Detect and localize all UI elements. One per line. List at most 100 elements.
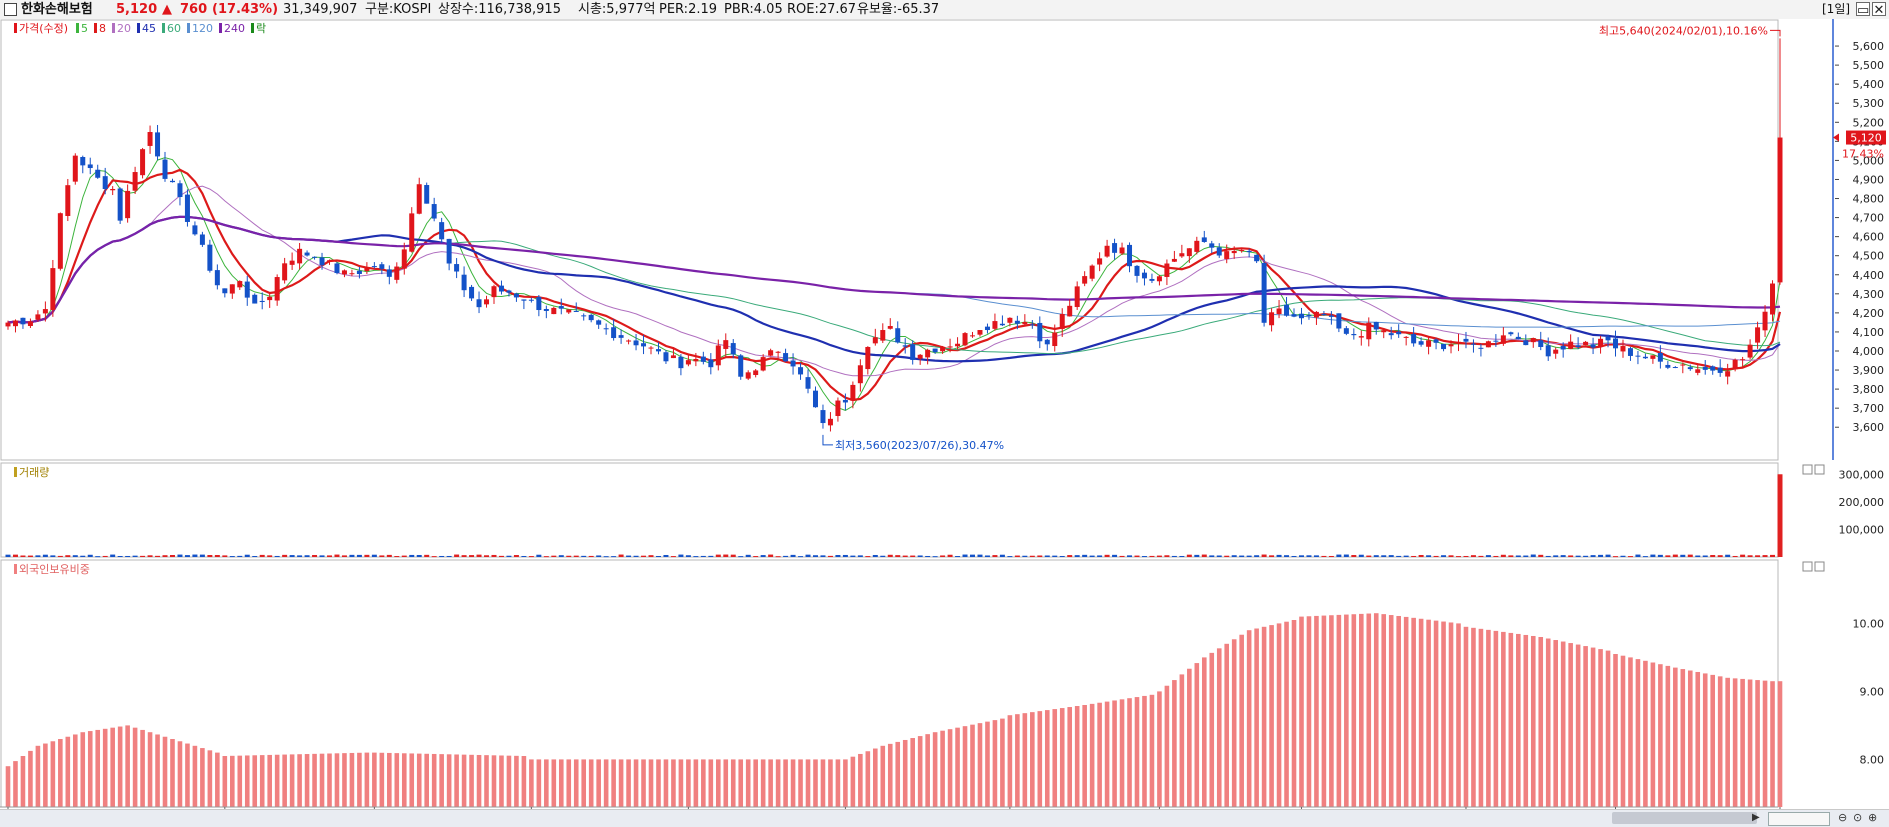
candle-body: [1455, 341, 1461, 344]
foreign-bar: [1740, 678, 1745, 807]
foreign-bar: [327, 753, 332, 807]
candle-body: [1254, 254, 1260, 262]
volume-bar: [827, 555, 833, 557]
foreign-bar: [1762, 680, 1768, 807]
foreign-bar: [1388, 615, 1394, 807]
foreign-bar: [1486, 629, 1491, 807]
foreign-bar: [1059, 708, 1065, 807]
candle-body: [1590, 344, 1596, 348]
foreign-bar: [723, 759, 729, 807]
volume-bar: [72, 555, 78, 557]
zoom-out-icon[interactable]: ⊖: [1838, 811, 1848, 824]
candle-body: [1104, 245, 1110, 257]
zoom-in-icon[interactable]: ⊕: [1868, 811, 1878, 824]
volume-bar: [551, 555, 557, 557]
checkbox-icon[interactable]: [4, 3, 17, 16]
volume-bar: [162, 555, 168, 557]
period-selector[interactable]: [1일]: [1822, 2, 1851, 16]
volume-bar: [1725, 554, 1731, 557]
candle-body: [1485, 341, 1491, 348]
foreign-bar: [1299, 616, 1304, 807]
foreign-bar: [895, 741, 901, 807]
volume-bar: [1635, 554, 1641, 557]
foreign-bar: [222, 756, 228, 807]
foreign-bar: [28, 750, 33, 807]
foreign-bar: [1164, 685, 1170, 807]
foreign-bar: [783, 759, 788, 807]
foreign-bar: [506, 755, 512, 807]
scroll-toolbar: ▶ ⊖ ⊙ ⊕: [0, 809, 1889, 827]
foreign-bar: [1680, 669, 1686, 807]
candle-body: [42, 309, 48, 314]
zoom-slider[interactable]: [1768, 812, 1830, 826]
foreign-bar: [1665, 665, 1671, 807]
foreign-bar: [5, 766, 11, 807]
foreign-bar: [805, 759, 811, 807]
candle-body: [506, 290, 512, 293]
volume-bar: [1732, 555, 1738, 557]
candle-body: [65, 185, 71, 216]
candle-body: [1134, 265, 1140, 276]
foreign-bar: [1433, 620, 1439, 807]
scroll-right-icon[interactable]: ▶: [1752, 812, 1760, 823]
foreign-bar: [1201, 657, 1207, 807]
foreign-bar: [715, 759, 721, 807]
stock-name[interactable]: 한화손해보험: [21, 2, 93, 17]
zoom-reset-icon[interactable]: ⊙: [1853, 811, 1863, 824]
candle-body: [1433, 339, 1439, 343]
foreign-bar: [1695, 671, 1701, 807]
foreign-bar: [469, 754, 474, 807]
chart-canvas[interactable]: 3,600 3,700 3,800 3,900 4,000 4,100 4,200 4,300…: [0, 19, 1889, 810]
volume-bar: [895, 555, 901, 557]
volume-bar: [416, 554, 422, 557]
candle-body: [229, 284, 235, 294]
volume-bar: [1710, 555, 1716, 557]
foreign-bar: [252, 755, 258, 807]
foreign-bar: [87, 731, 93, 807]
foreign-bar: [1635, 659, 1641, 807]
candle-body: [1261, 262, 1267, 323]
volume-bar: [1029, 555, 1035, 557]
ma-line-240: [7, 215, 1781, 324]
candle-body: [693, 358, 699, 362]
candle-body: [1097, 258, 1103, 265]
candle-body: [379, 264, 385, 269]
foreign-bar: [491, 755, 497, 807]
foreign-bar: [760, 759, 766, 807]
candle-body: [162, 159, 168, 179]
volume-bar: [1149, 555, 1155, 557]
pbr-value: PBR:4.05: [724, 2, 783, 17]
candle-body: [349, 273, 355, 275]
volume-bar: [394, 556, 400, 558]
candle-body: [1246, 250, 1252, 253]
volume-bar: [1067, 555, 1073, 557]
foreign-tick-label: 9.00: [1860, 685, 1885, 698]
foreign-bar: [626, 759, 631, 807]
low-annotation: 최저3,560(2023/07/26),30.47%: [835, 439, 1004, 452]
volume-bar: [341, 555, 347, 557]
foreign-bar: [1755, 680, 1760, 807]
volume-bar: [730, 554, 736, 557]
foreign-bar: [992, 720, 998, 807]
close-button[interactable]: ✕: [1872, 2, 1886, 18]
foreign-bar: [1538, 637, 1544, 807]
candle-body: [371, 266, 377, 268]
foreign-bar: [1396, 615, 1401, 807]
scrollbar-thumb[interactable]: [1612, 812, 1757, 824]
candle-body: [1127, 244, 1133, 267]
legend-ma-swatch: [219, 23, 222, 33]
current-pct-tag: 17.43%: [1842, 148, 1884, 161]
minimize-button[interactable]: ▭: [1856, 2, 1870, 18]
candle-body: [35, 314, 41, 320]
volume-bar: [214, 555, 220, 557]
candle-body: [1717, 367, 1723, 373]
panel-max-icon: [1802, 464, 1813, 475]
volume-bar: [356, 554, 362, 557]
volume-bar: [334, 554, 340, 557]
candle-body: [558, 306, 564, 309]
candle-body: [1747, 344, 1753, 358]
volume-bar: [835, 555, 841, 557]
volume-bar: [910, 555, 916, 557]
candle-body: [1269, 312, 1275, 326]
legend-ma-swatch: [112, 23, 115, 33]
